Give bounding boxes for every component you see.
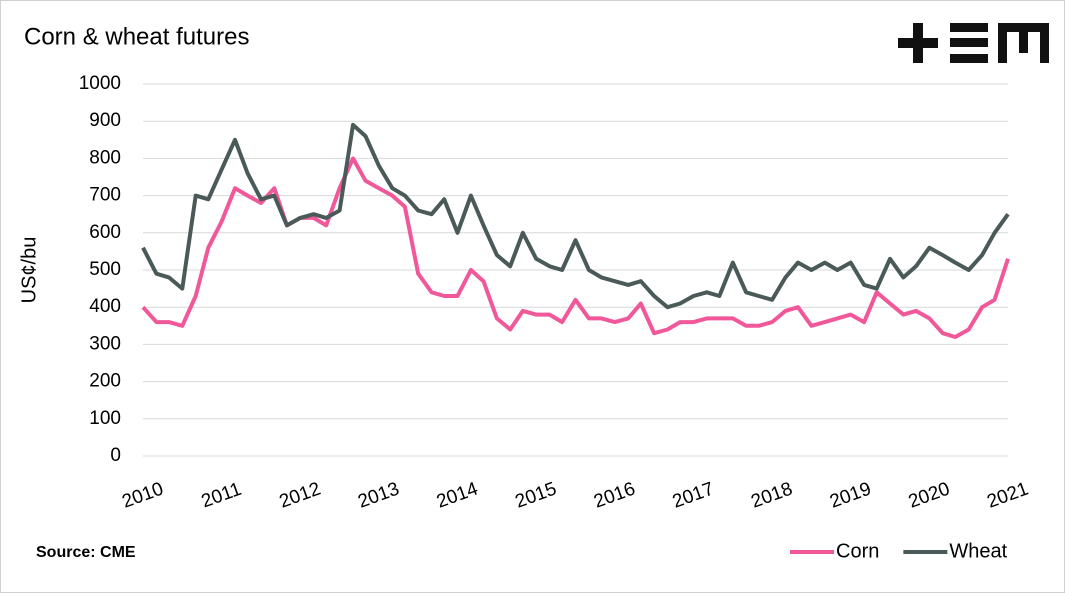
source: Source: CME: [36, 544, 136, 561]
line-series: [141, 122, 1010, 310]
y-tick-label: 1000: [79, 73, 121, 94]
y-tick-label: 400: [89, 296, 121, 317]
y-tick-label: 500: [89, 259, 121, 280]
y-tick-label: 700: [89, 185, 121, 206]
legend-label: Corn: [836, 540, 879, 562]
y-tick-label: 300: [89, 333, 121, 354]
y-tick-label: 100: [89, 408, 121, 429]
chart-title: Corn & wheat futures: [24, 23, 249, 50]
y-tick-label: 900: [89, 110, 121, 131]
y-tick-label: 800: [89, 147, 121, 168]
y-tick-label: 0: [110, 445, 121, 466]
y-tick-label: 200: [89, 371, 121, 392]
y-axis-label: US¢/bu: [18, 237, 40, 304]
y-tick-label: 600: [89, 222, 121, 243]
logo: [898, 23, 1049, 63]
legend-label: Wheat: [949, 540, 1007, 562]
